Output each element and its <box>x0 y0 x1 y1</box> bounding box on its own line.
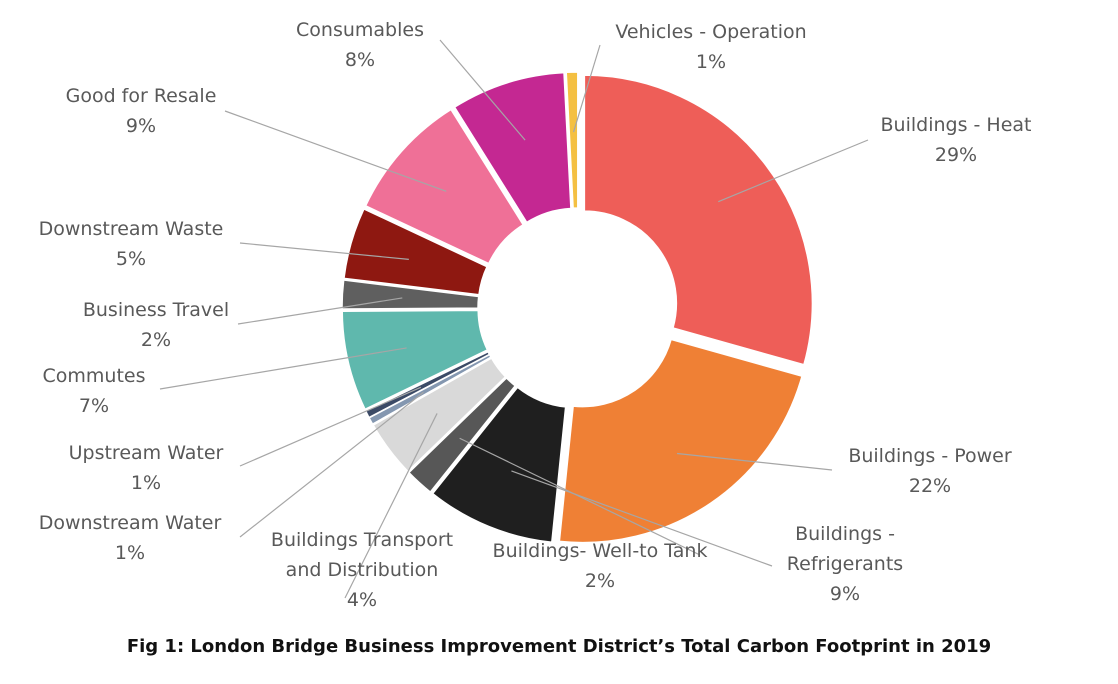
leader-line <box>344 413 438 599</box>
leader-line <box>459 437 701 556</box>
slice-vehicles-operation <box>565 71 579 209</box>
slice-name-label: Business Travel <box>83 299 229 321</box>
slice-name-label: Buildings Transport <box>271 529 453 551</box>
chart-labels: Buildings - Heat 29% Buildings - Power 22% B… <box>39 19 1032 611</box>
leader-line <box>239 386 422 467</box>
slice-percent-label: 9% <box>830 583 860 605</box>
slice-percent-label: 1% <box>131 472 161 494</box>
slice-percent-label: 22% <box>909 475 951 497</box>
slice-name-label: Commutes <box>43 365 146 387</box>
slice-name-label: Buildings - Heat <box>881 114 1032 136</box>
leader-line <box>224 110 447 192</box>
slice-percent-label: 2% <box>585 570 615 592</box>
slice-name-label: Refrigerants <box>787 553 903 575</box>
leader-line <box>237 297 403 325</box>
slice-buildings-transport-and-distribution <box>372 357 507 473</box>
slice-name-label: Buildings- Well-to Tank <box>493 540 708 562</box>
leader-line <box>511 470 773 567</box>
leader-line <box>239 242 409 260</box>
slice-buildings-well-to-tank <box>407 376 517 494</box>
leader-line <box>676 452 833 471</box>
slice-name-label: Downstream Water <box>39 512 222 534</box>
leader-line <box>572 44 601 133</box>
leader-lines <box>159 39 869 599</box>
slice-consumables <box>453 71 572 224</box>
donut-chart: Buildings - Heat 29% Buildings - Power 22% B… <box>39 19 1032 611</box>
slice-upstream-water <box>364 350 491 419</box>
slice-downstream-waste <box>343 207 489 296</box>
leader-line <box>718 139 869 203</box>
slice-name-label: Good for Resale <box>66 85 217 107</box>
slice-percent-label: 1% <box>696 51 726 73</box>
slice-percent-label: 2% <box>141 329 171 351</box>
slice-good-for-resale <box>364 108 525 265</box>
slice-name-label: Upstream Water <box>69 442 224 464</box>
slice-percent-label: 29% <box>935 144 977 166</box>
slice-percent-label: 7% <box>79 395 109 417</box>
slice-percent-label: 4% <box>347 589 377 611</box>
leader-line <box>159 347 407 390</box>
leader-line <box>439 39 526 141</box>
slice-buildings-power <box>558 338 803 544</box>
slice-name-label: Consumables <box>296 19 424 41</box>
slice-percent-label: 9% <box>126 115 156 137</box>
slice-name-label: Buildings - <box>795 523 895 545</box>
slice-buildings-refrigerants <box>431 386 567 544</box>
slice-name-label: Buildings - Power <box>848 445 1012 467</box>
slice-buildings-heat <box>583 74 814 366</box>
chart-slices <box>341 71 814 544</box>
slice-name-label: Vehicles - Operation <box>615 21 806 43</box>
figure-caption: Fig 1: London Bridge Business Improvemen… <box>126 636 992 657</box>
slice-percent-label: 5% <box>116 248 146 270</box>
slice-name-label: and Distribution <box>286 559 439 581</box>
slice-percent-label: 1% <box>115 542 145 564</box>
slice-commutes <box>341 309 489 411</box>
slice-percent-label: 8% <box>345 49 375 71</box>
leader-line <box>239 391 424 538</box>
slice-name-label: Downstream Waste <box>39 218 224 240</box>
